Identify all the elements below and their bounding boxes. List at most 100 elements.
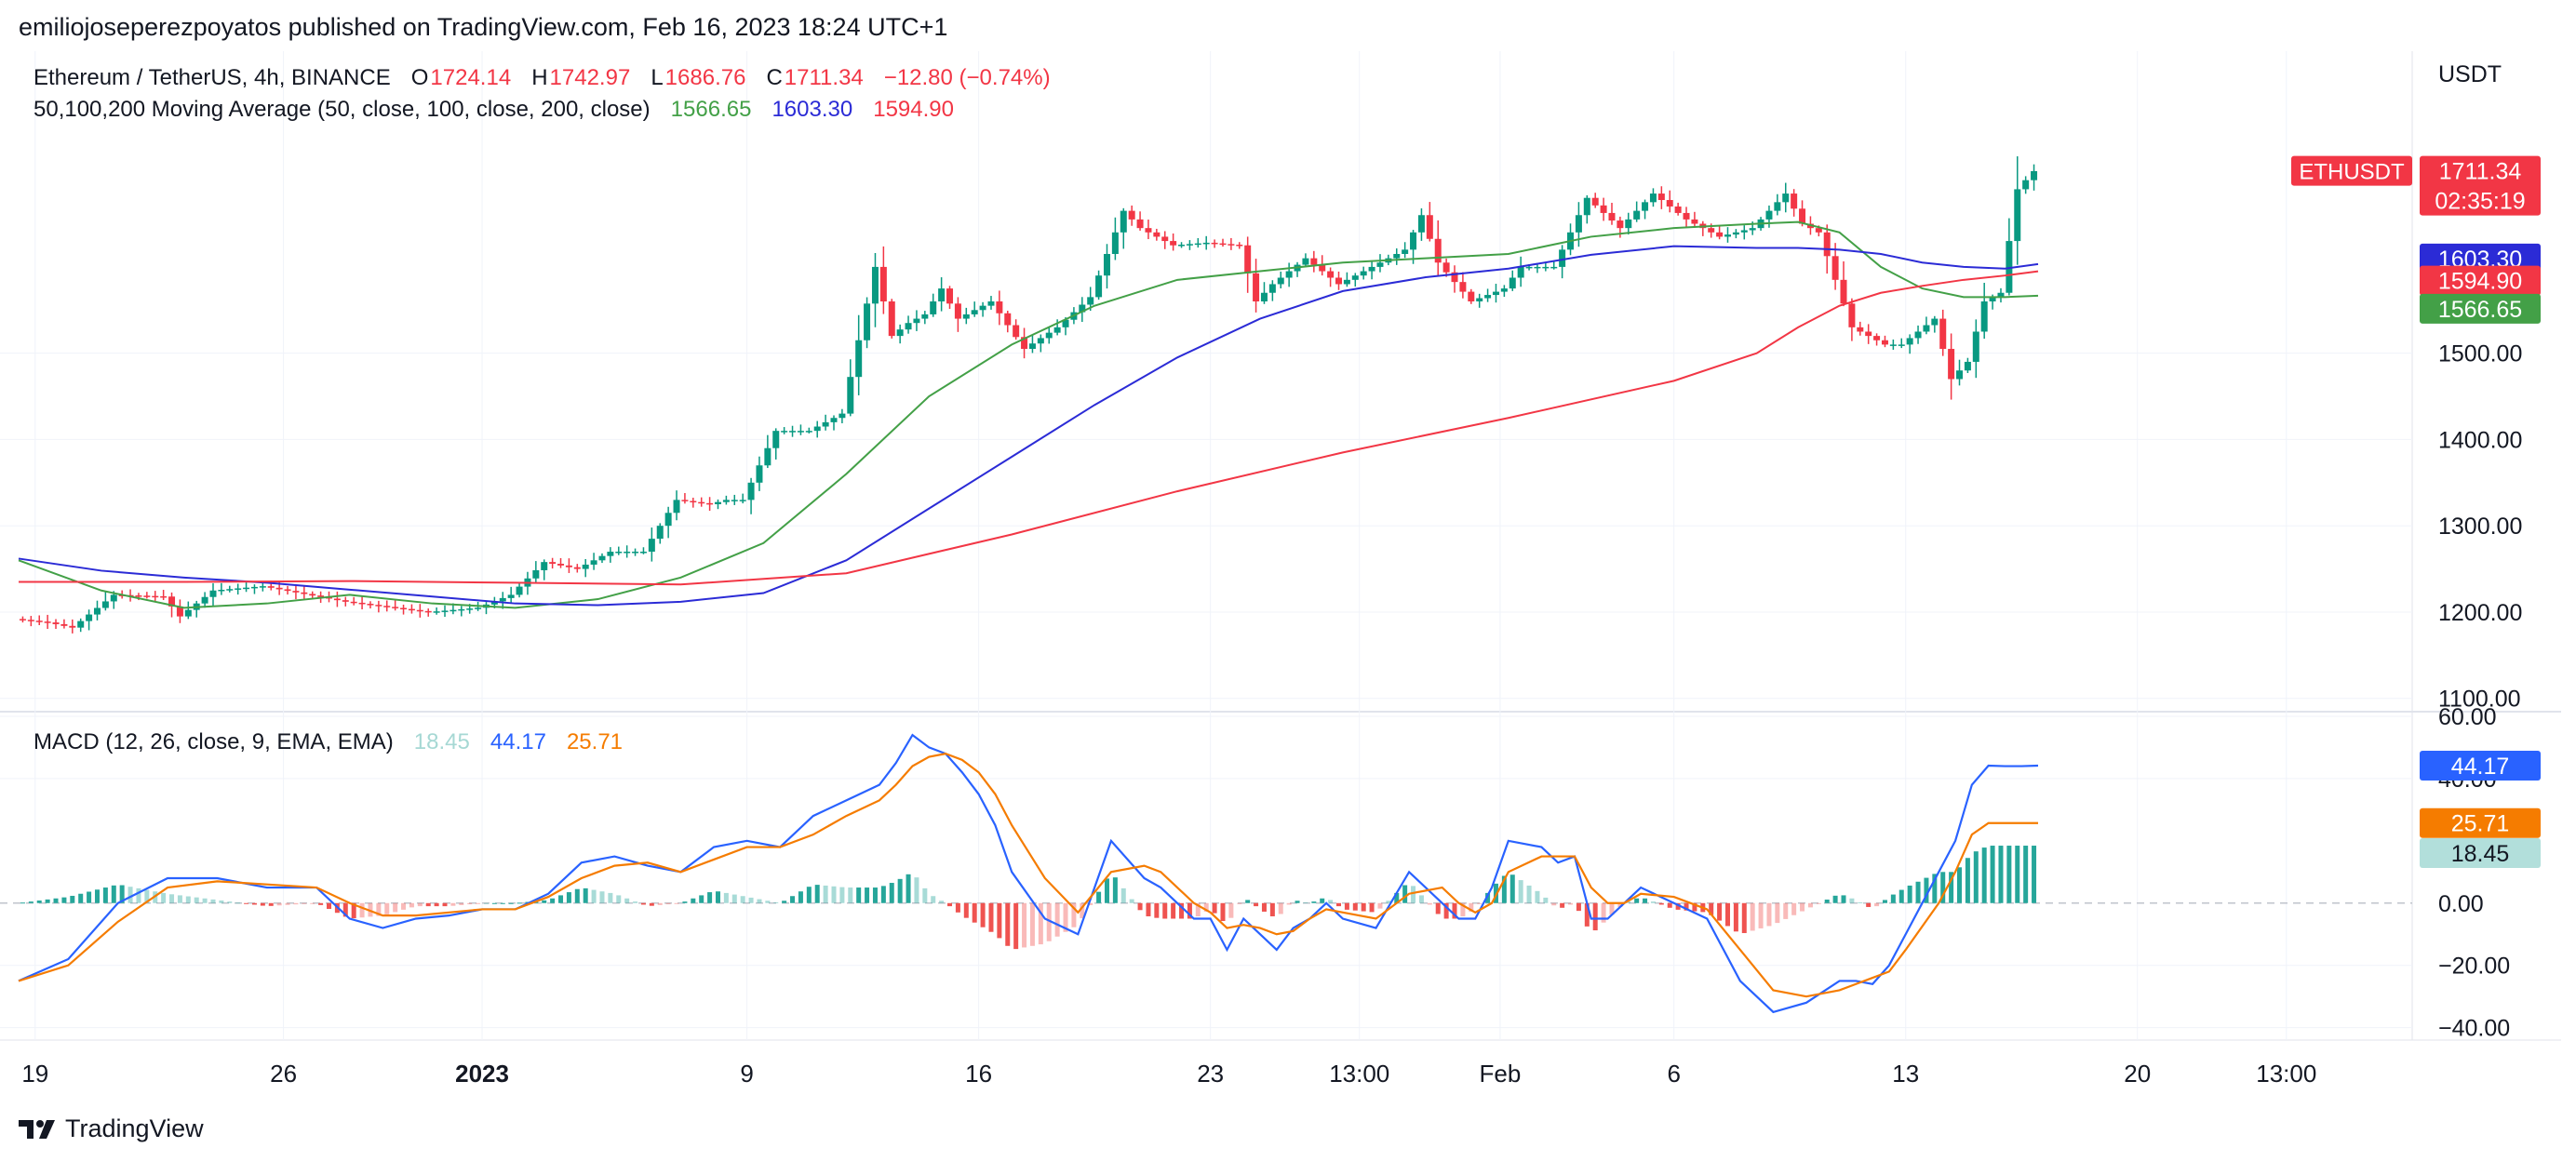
macd-histogram-bar	[384, 902, 390, 914]
macd-title[interactable]: MACD (12, 26, close, 9, EMA, EMA)	[34, 729, 394, 754]
candle-body	[1459, 282, 1467, 292]
candle-body	[681, 500, 689, 501]
macd-histogram-bar	[1146, 902, 1151, 916]
signal-line	[18, 753, 2038, 998]
candle-body	[2022, 180, 2030, 190]
candle-body	[632, 552, 639, 554]
macd-histogram-bar	[1882, 900, 1887, 903]
macd-histogram-bar	[865, 887, 870, 903]
tradingview-watermark[interactable]: TradingView	[19, 1114, 204, 1143]
candle-body	[590, 560, 597, 565]
time-tick-label: 6	[1667, 1060, 1680, 1088]
candle-body	[549, 562, 557, 565]
candle-body	[607, 552, 614, 556]
candle-body	[1277, 277, 1284, 285]
ma50-value: 1566.65	[670, 97, 752, 122]
candle-body	[1178, 245, 1186, 247]
macd-histogram-bar	[1924, 877, 1929, 903]
candle-body	[209, 590, 217, 597]
macd-histogram-bar	[1088, 902, 1093, 905]
candle-body	[1335, 277, 1343, 285]
candle-body	[996, 301, 1003, 314]
candle-body	[1194, 243, 1201, 246]
candle-body	[541, 562, 548, 570]
macd-histogram-bar	[517, 902, 522, 904]
macd-histogram-bar	[790, 896, 796, 903]
candle-body	[1666, 200, 1673, 207]
macd-histogram-bar	[1485, 892, 1491, 903]
candle-body	[1360, 271, 1367, 276]
macd-histogram-bar	[1617, 902, 1623, 907]
candle-body	[259, 586, 266, 588]
macd-histogram-bar	[61, 897, 67, 903]
candle-body	[1972, 331, 1979, 362]
macd-histogram-bar	[1245, 900, 1251, 903]
candle-body	[565, 565, 572, 567]
macd-histogram-bar	[1832, 895, 1838, 903]
candle-body	[1442, 262, 1450, 273]
macd-histogram-bar	[1898, 889, 1904, 903]
candle-body	[267, 586, 275, 588]
candle-body	[408, 608, 415, 611]
macd-histogram-bar	[169, 894, 175, 903]
last-price-symbol-tag-bg	[2291, 155, 2412, 186]
macd-histogram-bar	[1344, 902, 1349, 910]
candle-body	[656, 526, 664, 540]
macd-histogram-bar	[715, 891, 720, 903]
candle-body	[392, 607, 399, 608]
ma100-value: 1603.30	[771, 97, 853, 122]
candle-body	[400, 607, 408, 610]
time-tick-label: 20	[2124, 1060, 2151, 1088]
macd-histogram-bar	[1667, 902, 1672, 908]
macd-histogram-bar	[1162, 902, 1168, 919]
candle-body	[218, 589, 225, 592]
candle-body	[1417, 215, 1425, 233]
macd-histogram-bar	[574, 888, 580, 903]
macd-histogram-bar	[2015, 846, 2020, 903]
macd-histogram-bar	[633, 901, 638, 903]
candle-body	[1228, 244, 1235, 246]
candle-body	[152, 595, 159, 598]
macd-histogram-bar	[723, 892, 729, 903]
macd-histogram-bar	[20, 902, 25, 904]
macd-histogram-bar	[417, 902, 423, 907]
macd-histogram-bar	[409, 902, 414, 908]
candle-body	[1674, 206, 1682, 213]
macd-histogram-bar	[1733, 902, 1738, 932]
last-price-countdown: 02:35:19	[2435, 189, 2525, 215]
candle-body	[1774, 202, 1781, 211]
symbol-title[interactable]: Ethereum / TetherUS, 4h, BINANCE	[34, 65, 391, 90]
macd-histogram-bar	[1187, 902, 1192, 919]
macd-histogram-bar	[393, 902, 398, 913]
macd-histogram-bar	[1981, 847, 1987, 903]
candle-body	[1914, 331, 1922, 339]
macd-histogram-bar	[285, 902, 290, 905]
macd-histogram-bar	[177, 895, 182, 903]
macd-histogram-bar	[906, 874, 911, 903]
macd-histogram-bar	[1750, 902, 1755, 931]
ma50-badge-bg	[2420, 293, 2541, 324]
candle-body	[822, 421, 829, 427]
macd-histogram-bar	[87, 891, 92, 903]
candle-body	[722, 500, 730, 502]
candle-body	[1956, 370, 1964, 380]
candle-body	[176, 606, 183, 617]
candle-body	[1617, 220, 1624, 229]
candle-body	[879, 266, 887, 302]
macd-histogram-bar	[318, 902, 324, 905]
macd-histogram-bar	[1029, 902, 1035, 946]
candle-body	[557, 564, 565, 566]
candle-body	[756, 465, 763, 483]
open-label: O	[410, 65, 429, 90]
macd-histogram-bar	[1800, 902, 1805, 912]
macd-histogram-bar	[1054, 902, 1060, 937]
macd-histogram-bar	[839, 887, 845, 903]
candle-body	[813, 426, 821, 432]
macd-line	[18, 733, 2039, 1014]
signal-badge: 25.71	[2451, 811, 2510, 837]
ma-title[interactable]: 50,100,200 Moving Average (50, close, 10…	[34, 97, 651, 122]
macd-histogram-bar	[2006, 846, 2012, 903]
candle-body	[1923, 325, 1930, 332]
candle-body	[1782, 194, 1790, 203]
